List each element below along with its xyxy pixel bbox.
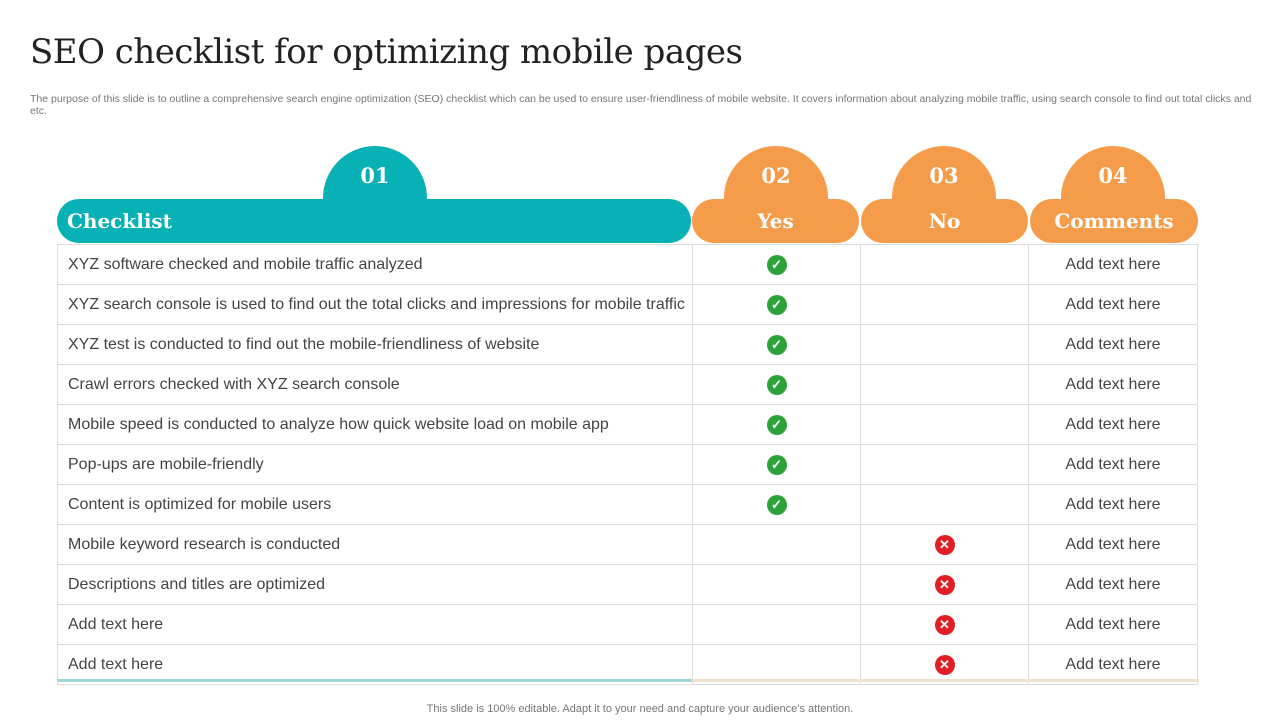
no-cell xyxy=(860,444,1029,485)
no-cell xyxy=(860,484,1029,525)
bottom-line-teal xyxy=(57,679,692,682)
check-icon: ✓ xyxy=(766,454,787,475)
tab-number-04: 04 xyxy=(1061,146,1165,199)
comment-cell: Add text here xyxy=(1028,524,1198,565)
comment-cell: Add text here xyxy=(1028,364,1198,405)
header-checklist: Checklist xyxy=(57,199,691,243)
table-row: Add text here ✕ Add text here xyxy=(57,604,1198,645)
no-cell: ✕ xyxy=(860,524,1029,565)
no-cell xyxy=(860,324,1029,365)
check-icon: ✓ xyxy=(766,494,787,515)
tab-number-02: 02 xyxy=(724,146,828,199)
checklist-item: Crawl errors checked with XYZ search con… xyxy=(57,364,693,405)
no-cell: ✕ xyxy=(860,564,1029,605)
table-row: XYZ search console is used to find out t… xyxy=(57,284,1198,325)
tab-number-01: 01 xyxy=(323,146,427,199)
comment-cell: Add text here xyxy=(1028,564,1198,605)
comment-cell: Add text here xyxy=(1028,324,1198,365)
checklist-item: XYZ test is conducted to find out the mo… xyxy=(57,324,693,365)
table-row: Content is optimized for mobile users ✓ Ad… xyxy=(57,484,1198,525)
table-row: Mobile keyword research is conducted ✕ Add… xyxy=(57,524,1198,565)
check-icon: ✓ xyxy=(766,414,787,435)
cross-icon: ✕ xyxy=(934,534,955,555)
check-icon: ✓ xyxy=(766,254,787,275)
cross-icon: ✕ xyxy=(934,654,955,675)
yes-cell xyxy=(692,644,861,685)
table-row: Add text here ✕ Add text here xyxy=(57,644,1198,685)
page-title: SEO checklist for optimizing mobile page… xyxy=(30,32,743,72)
table-row: Descriptions and titles are optimized ✕ Ad… xyxy=(57,564,1198,605)
cross-icon: ✕ xyxy=(934,574,955,595)
no-cell xyxy=(860,284,1029,325)
checklist-item: Add text here xyxy=(57,604,693,645)
yes-cell xyxy=(692,524,861,565)
bottom-line-orange xyxy=(692,679,1199,682)
table-row: Pop-ups are mobile-friendly ✓ Add text her… xyxy=(57,444,1198,485)
checklist-item: Pop-ups are mobile-friendly xyxy=(57,444,693,485)
yes-cell: ✓ xyxy=(692,404,861,445)
comment-cell: Add text here xyxy=(1028,404,1198,445)
checklist-table: XYZ software checked and mobile traffic … xyxy=(57,244,1198,685)
yes-cell xyxy=(692,604,861,645)
checklist-item: XYZ search console is used to find out t… xyxy=(57,284,693,325)
footer-note: This slide is 100% editable. Adapt it to… xyxy=(426,703,854,715)
comment-cell: Add text here xyxy=(1028,284,1198,325)
checklist-item: Mobile speed is conducted to analyze how… xyxy=(57,404,693,445)
yes-cell: ✓ xyxy=(692,284,861,325)
no-cell xyxy=(860,364,1029,405)
yes-cell: ✓ xyxy=(692,444,861,485)
yes-cell: ✓ xyxy=(692,324,861,365)
no-cell xyxy=(860,244,1029,285)
no-cell xyxy=(860,404,1029,445)
yes-cell: ✓ xyxy=(692,364,861,405)
header-comments: Comments xyxy=(1030,199,1198,243)
header-yes: Yes xyxy=(692,199,859,243)
check-icon: ✓ xyxy=(766,374,787,395)
comment-cell: Add text here xyxy=(1028,244,1198,285)
no-cell: ✕ xyxy=(860,644,1029,685)
check-icon: ✓ xyxy=(766,334,787,355)
tab-number-03: 03 xyxy=(892,146,996,199)
cross-icon: ✕ xyxy=(934,614,955,635)
comment-cell: Add text here xyxy=(1028,444,1198,485)
table-row: XYZ test is conducted to find out the mo… xyxy=(57,324,1198,365)
subtitle: The purpose of this slide is to outline … xyxy=(30,93,1252,117)
yes-cell xyxy=(692,564,861,605)
no-cell: ✕ xyxy=(860,604,1029,645)
table-row: Mobile speed is conducted to analyze how… xyxy=(57,404,1198,445)
comment-cell: Add text here xyxy=(1028,644,1198,685)
checklist-item: Mobile keyword research is conducted xyxy=(57,524,693,565)
header-no: No xyxy=(861,199,1028,243)
checklist-item: Content is optimized for mobile users xyxy=(57,484,693,525)
comment-cell: Add text here xyxy=(1028,604,1198,645)
check-icon: ✓ xyxy=(766,294,787,315)
checklist-item: Descriptions and titles are optimized xyxy=(57,564,693,605)
table-row: XYZ software checked and mobile traffic … xyxy=(57,244,1198,285)
yes-cell: ✓ xyxy=(692,244,861,285)
checklist-item: Add text here xyxy=(57,644,693,685)
table-row: Crawl errors checked with XYZ search con… xyxy=(57,364,1198,405)
comment-cell: Add text here xyxy=(1028,484,1198,525)
checklist-item: XYZ software checked and mobile traffic … xyxy=(57,244,693,285)
yes-cell: ✓ xyxy=(692,484,861,525)
